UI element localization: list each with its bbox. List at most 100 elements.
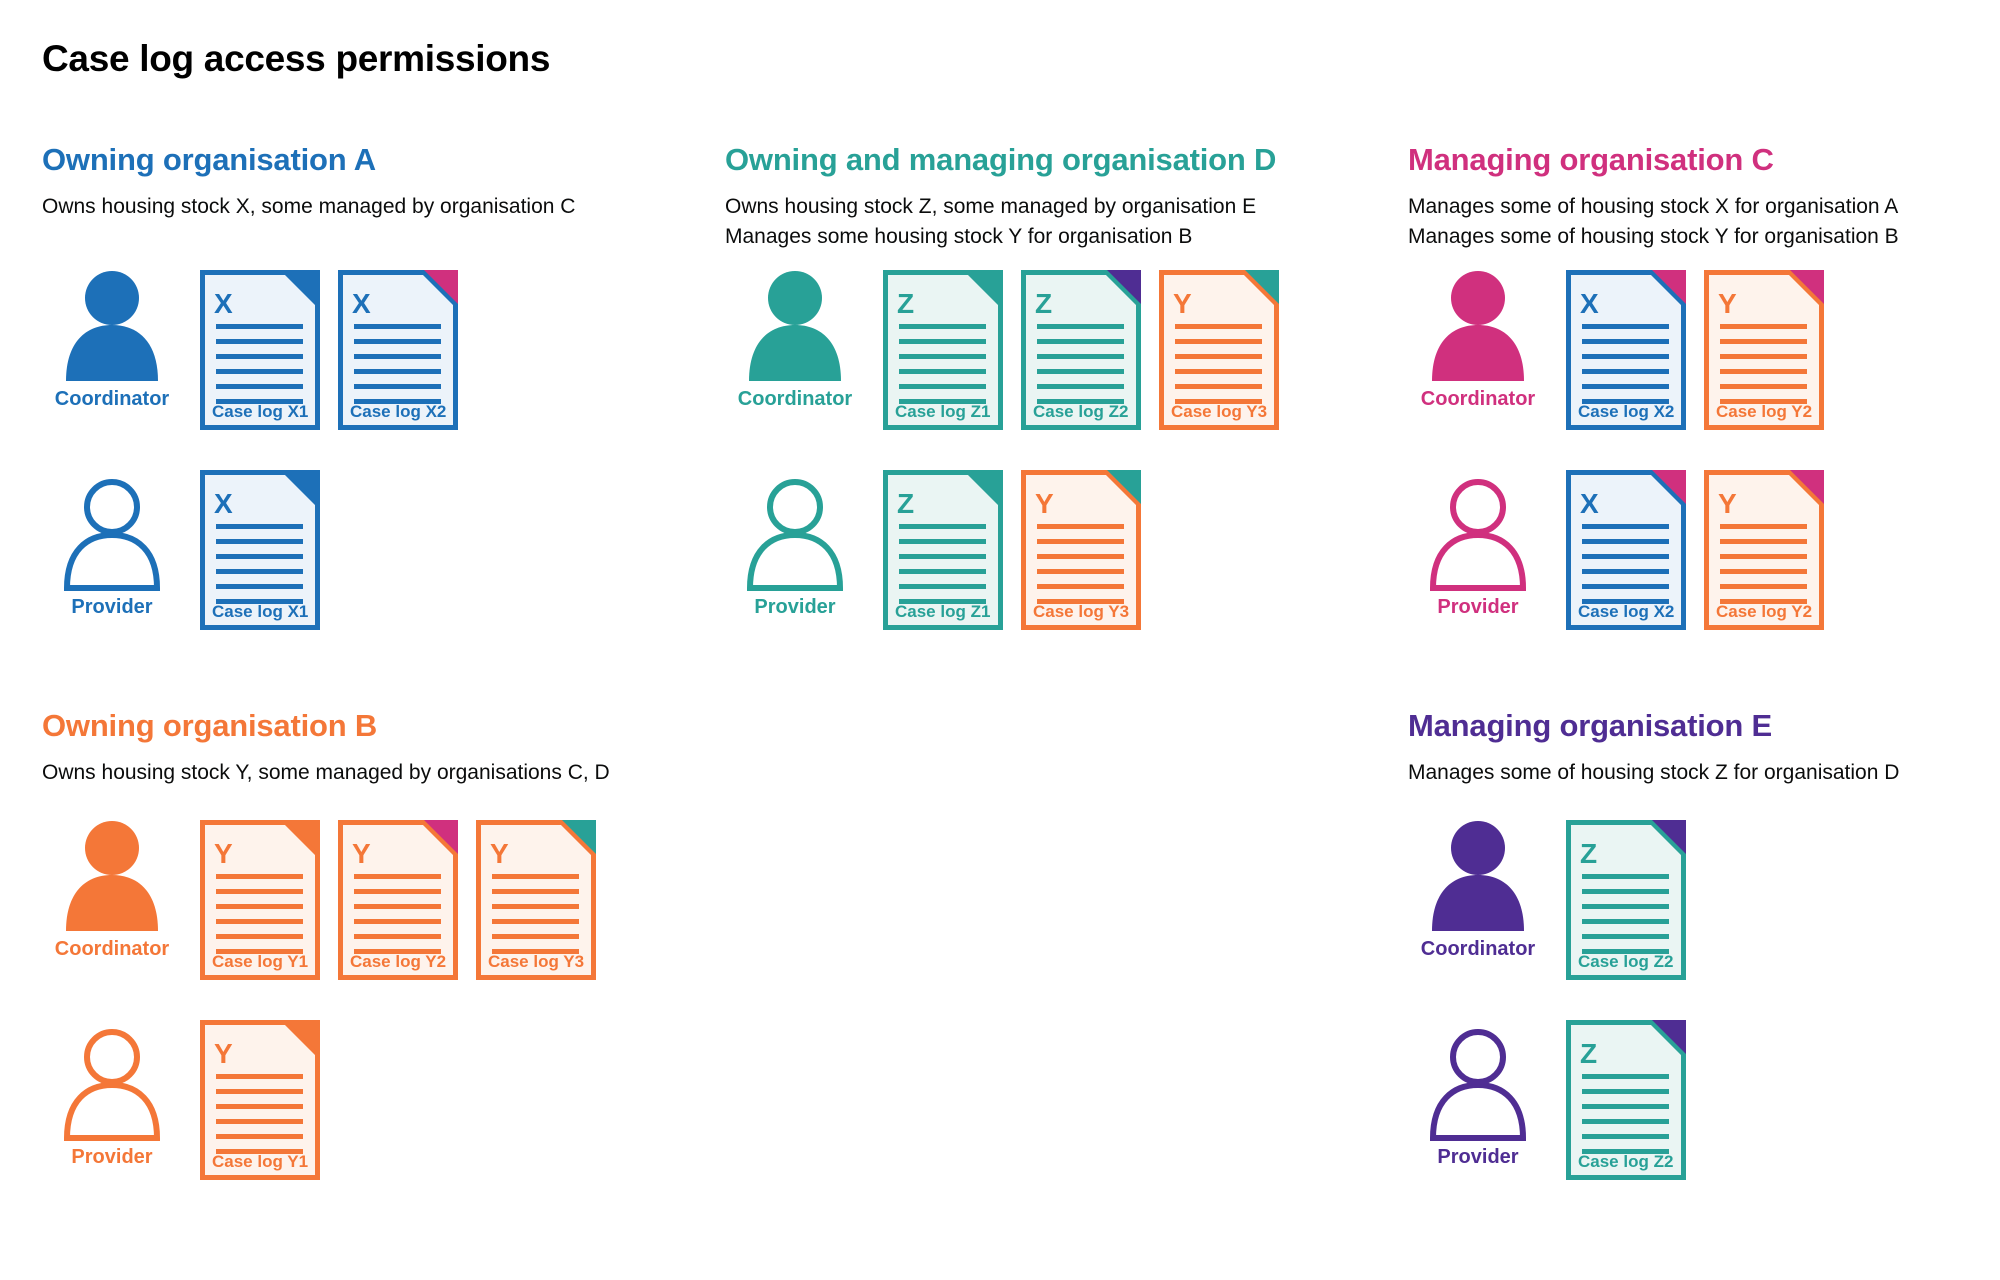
doc-corner-fold: [286, 820, 320, 854]
doc-stock-letter: Z: [1580, 1038, 1597, 1069]
doc-stock-letter: X: [352, 288, 371, 319]
org-a-coordinator-row: Coordinator X Case log X1 X Case log X2: [42, 270, 458, 430]
doc-stock-letter: Y: [214, 1038, 233, 1069]
org-description-line: Manages some of housing stock X for orga…: [1408, 195, 1899, 218]
doc-text-line: [1582, 874, 1669, 879]
doc-text-line: [1582, 1119, 1669, 1124]
doc-text-line: [1720, 569, 1807, 574]
case-log-document-icon: X Case log X2: [1566, 270, 1686, 430]
doc-stock-letter: Y: [490, 838, 509, 869]
doc-stock-letter: Y: [1718, 288, 1737, 319]
person-role-label: Provider: [1437, 596, 1519, 618]
doc-text-line: [216, 369, 303, 374]
doc-corner-fold: [969, 270, 1003, 304]
case-log-doc: Y Case log Y1: [200, 820, 320, 980]
doc-text-line: [216, 934, 303, 939]
doc-label: Case log Y3: [1033, 602, 1129, 621]
doc-stock-letter: Z: [1035, 288, 1052, 319]
doc-text-line: [1720, 599, 1807, 604]
provider-icon: [63, 479, 161, 591]
provider-figure: Provider: [42, 470, 182, 619]
doc-text-line: [354, 934, 441, 939]
doc-text-line: [1037, 554, 1124, 559]
doc-text-line: [216, 949, 303, 954]
person-role-label: Coordinator: [54, 938, 170, 960]
doc-text-line: [1582, 1134, 1669, 1139]
doc-text-line: [354, 384, 441, 389]
coordinator-figure: Coordinator: [42, 820, 182, 961]
case-log-document-icon: X Case log X1: [200, 470, 320, 630]
doc-text-line: [354, 949, 441, 954]
case-log-doc: Z Case log Z2: [1566, 820, 1686, 980]
doc-stock-letter: Y: [352, 838, 371, 869]
doc-text-line: [1037, 599, 1124, 604]
section-org-c: Managing organisation C Manages some of h…: [1408, 142, 2000, 702]
provider-icon: [746, 479, 844, 591]
doc-text-line: [1582, 524, 1669, 529]
org-description-line: Owns housing stock X, some managed by or…: [42, 195, 576, 218]
case-log-document-icon: Y Case log Y3: [1021, 470, 1141, 630]
doc-text-line: [1582, 904, 1669, 909]
doc-corner-fold: [1107, 270, 1141, 304]
doc-text-line: [899, 384, 986, 389]
doc-text-line: [899, 354, 986, 359]
coordinator-icon: [749, 271, 841, 381]
doc-text-line: [492, 934, 579, 939]
doc-label: Case log Z2: [1578, 952, 1673, 971]
doc-text-line: [1720, 339, 1807, 344]
doc-stock-letter: X: [1580, 288, 1599, 319]
org-d-provider-row: Provider Z Case log Z1 Y Case log Y3: [725, 470, 1141, 630]
case-log-doc: Z Case log Z1: [883, 470, 1003, 630]
org-heading: Owning and managing organisation D: [725, 142, 1277, 177]
doc-text-line: [216, 399, 303, 404]
section-org-b: Owning organisation B Owns housing stock …: [42, 708, 722, 1278]
person-role-label: Coordinator: [1420, 938, 1536, 960]
doc-text-line: [1037, 539, 1124, 544]
page-title: Case log access permissions: [42, 38, 551, 79]
doc-text-line: [1175, 324, 1262, 329]
provider-figure: Provider: [725, 470, 865, 619]
doc-corner-fold: [286, 1020, 320, 1054]
doc-text-line: [216, 1104, 303, 1109]
doc-text-line: [216, 384, 303, 389]
doc-label: Case log Z2: [1578, 1152, 1673, 1171]
doc-text-line: [899, 339, 986, 344]
doc-text-line: [1037, 324, 1124, 329]
doc-text-line: [1582, 1089, 1669, 1094]
case-log-document-icon: Z Case log Z1: [883, 470, 1003, 630]
doc-text-line: [216, 919, 303, 924]
case-log-doc: Y Case log Y2: [1704, 270, 1824, 430]
coordinator-icon: [66, 271, 158, 381]
doc-text-line: [1582, 919, 1669, 924]
doc-text-line: [216, 874, 303, 879]
org-c-provider-row: Provider X Case log X2 Y Case log Y2: [1408, 470, 1824, 630]
doc-text-line: [354, 904, 441, 909]
doc-text-line: [899, 599, 986, 604]
doc-label: Case log Y2: [1716, 602, 1812, 621]
doc-text-line: [1582, 1074, 1669, 1079]
doc-text-line: [1720, 369, 1807, 374]
case-log-doc: Y Case log Y1: [200, 1020, 320, 1180]
case-log-document-icon: Y Case log Y2: [1704, 470, 1824, 630]
doc-text-line: [1582, 889, 1669, 894]
provider-figure: Provider: [1408, 1020, 1548, 1169]
doc-text-line: [899, 369, 986, 374]
case-log-document-icon: Z Case log Z2: [1566, 1020, 1686, 1180]
coordinator-figure: Coordinator: [1408, 820, 1548, 961]
person-role-label: Coordinator: [737, 388, 853, 410]
doc-text-line: [354, 369, 441, 374]
doc-text-line: [1720, 584, 1807, 589]
doc-stock-letter: Y: [1173, 288, 1192, 319]
doc-corner-fold: [1790, 470, 1824, 504]
doc-text-line: [354, 354, 441, 359]
doc-label: Case log X2: [1578, 602, 1674, 621]
person-role-label: Provider: [71, 1146, 153, 1168]
doc-text-line: [492, 904, 579, 909]
section-org-e: Managing organisation E Manages some of h…: [1408, 708, 2000, 1278]
case-log-document-icon: X Case log X1: [200, 270, 320, 430]
person-role-label: Provider: [71, 596, 153, 618]
org-description: Manages some of housing stock X for orga…: [1408, 192, 2000, 252]
doc-text-line: [216, 524, 303, 529]
doc-text-line: [216, 539, 303, 544]
doc-text-line: [1582, 339, 1669, 344]
